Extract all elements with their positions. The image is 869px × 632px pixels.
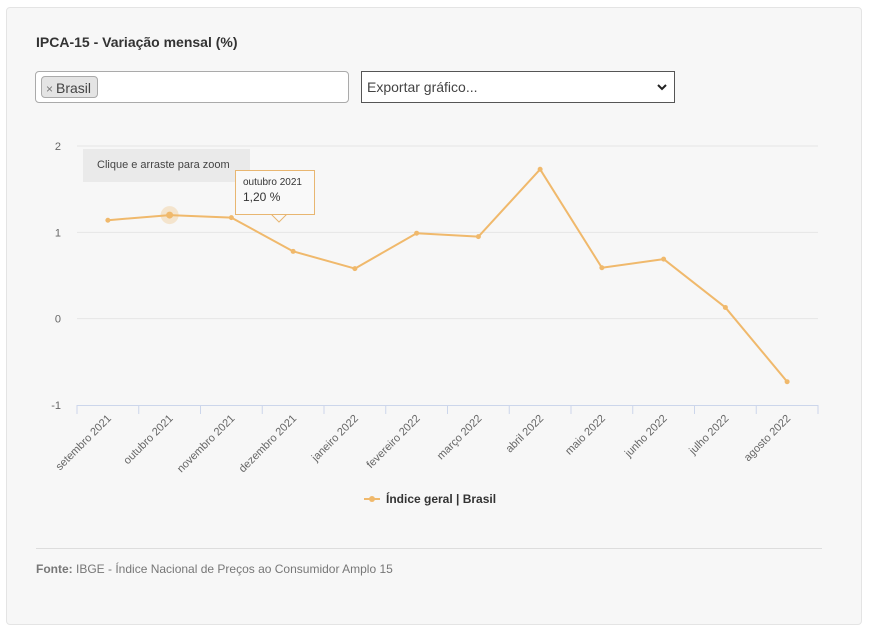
- data-point[interactable]: [722, 304, 728, 310]
- tooltip-pointer: [270, 214, 288, 223]
- region-chip-label: Brasil: [56, 80, 92, 96]
- x-tick-label: julho 2022: [686, 413, 731, 458]
- x-tick-label: janeiro 2022: [309, 413, 361, 465]
- data-point[interactable]: [537, 166, 543, 172]
- x-tick-label: agosto 2022: [742, 413, 793, 464]
- x-tick-label: novembro 2021: [175, 413, 238, 476]
- remove-chip-icon[interactable]: ×: [46, 82, 54, 96]
- y-tick-label: 2: [55, 141, 61, 153]
- chart-card: [6, 7, 862, 625]
- chevron-down-icon: [657, 84, 667, 91]
- tooltip-value: 1,20 %: [243, 190, 281, 204]
- y-tick-label: -1: [51, 400, 61, 412]
- x-tick-label: junho 2022: [622, 413, 670, 461]
- data-point[interactable]: [661, 256, 667, 262]
- x-tick-label: dezembro 2021: [237, 413, 300, 476]
- source-text: IBGE - Índice Nacional de Preços ao Cons…: [76, 562, 393, 576]
- export-chart-select[interactable]: Exportar gráfico...: [361, 71, 675, 103]
- legend-label[interactable]: Índice geral | Brasil: [386, 491, 496, 506]
- x-tick-label: abril 2022: [504, 413, 547, 456]
- region-chip: × Brasil: [41, 76, 99, 98]
- tooltip: outubro 2021 1,20 %: [235, 170, 315, 215]
- tooltip-date: outubro 2021: [243, 177, 302, 188]
- x-tick-label: setembro 2021: [54, 413, 114, 473]
- data-point[interactable]: [784, 379, 790, 385]
- source-note: Fonte: IBGE - Índice Nacional de Preços …: [36, 562, 393, 576]
- data-point[interactable]: [352, 266, 358, 272]
- y-tick-label: 1: [55, 227, 61, 239]
- data-point[interactable]: [105, 217, 111, 223]
- data-point[interactable]: [475, 234, 481, 240]
- export-select-label: Exportar gráfico...: [367, 79, 478, 95]
- series-line: [107, 168, 788, 383]
- page-title: IPCA-15 - Variação mensal (%): [36, 34, 238, 50]
- region-filter-input[interactable]: × Brasil: [35, 71, 349, 103]
- source-label: Fonte:: [36, 562, 73, 576]
- x-tick-label: outubro 2021: [121, 413, 175, 467]
- footer-divider: [36, 548, 822, 549]
- y-tick-label: 0: [55, 314, 61, 326]
- x-tick-label: março 2022: [435, 413, 485, 463]
- data-point[interactable]: [166, 211, 174, 219]
- zoom-hint: Clique e arraste para zoom: [83, 149, 250, 182]
- legend-marker-icon: [369, 496, 375, 502]
- data-point[interactable]: [290, 248, 296, 254]
- data-point[interactable]: [599, 265, 605, 271]
- data-point[interactable]: [414, 230, 420, 236]
- x-tick-label: fevereiro 2022: [365, 413, 423, 471]
- x-tick-label: maio 2022: [563, 413, 608, 458]
- data-point[interactable]: [228, 215, 234, 221]
